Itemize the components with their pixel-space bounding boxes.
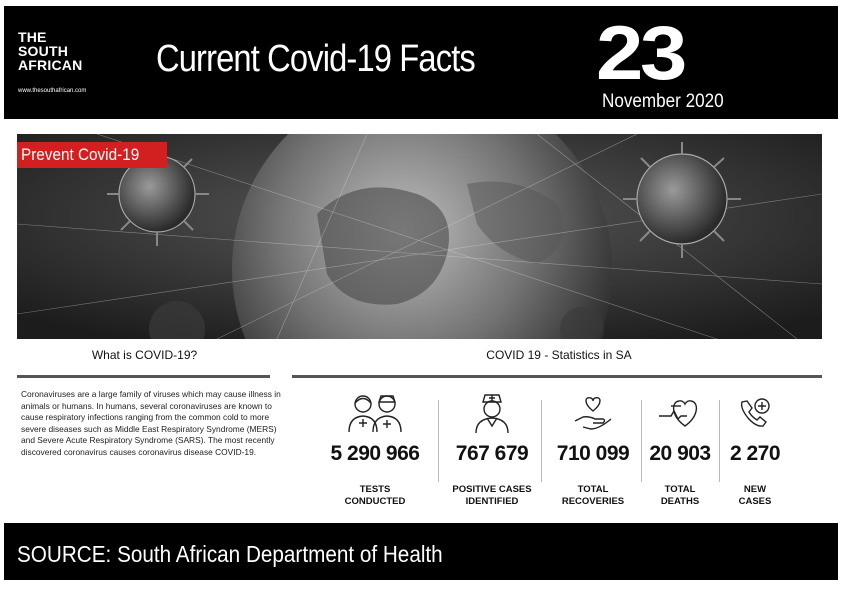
- heart-hand-icon: [547, 391, 639, 435]
- banner-tag: Prevent Covid-19: [17, 142, 167, 168]
- divider: [292, 375, 822, 378]
- stat-value: 5 290 966: [330, 442, 420, 465]
- divider: [438, 400, 439, 482]
- stat-value: 2 270: [729, 442, 781, 465]
- about-heading: What is COVID-19?: [91, 348, 198, 362]
- stat-recoveries: 710 099 TOTAL RECOVERIES: [547, 391, 639, 508]
- footer: SOURCE: South African Department of Heal…: [4, 523, 838, 580]
- stat-label: TESTS CONDUCTED: [344, 484, 406, 507]
- stat-value: 710 099: [556, 442, 630, 465]
- stat-tests: 5 290 966 TESTS CONDUCTED: [320, 391, 430, 508]
- health-workers-icon: [320, 391, 430, 435]
- stats-heading: COVID 19 - Statistics in SA: [486, 348, 632, 362]
- header: THE SOUTH AFRICAN www.thesouthafrican.co…: [4, 6, 838, 119]
- nurse-icon: [442, 391, 542, 435]
- divider: [541, 400, 542, 482]
- source-text: SOURCE: South African Department of Heal…: [17, 541, 443, 567]
- infographic: THE SOUTH AFRICAN www.thesouthafrican.co…: [4, 6, 838, 580]
- virus-left: [107, 144, 209, 246]
- stat-deaths: 20 903 TOTAL DEATHS: [642, 391, 718, 508]
- brand-url: www.thesouthafrican.com: [18, 88, 87, 94]
- about-text: Coronaviruses are a large family of viru…: [21, 389, 281, 457]
- stat-label: TOTAL RECOVERIES: [561, 484, 625, 507]
- stat-new-cases: 2 270 NEW CASES: [720, 391, 790, 508]
- stat-label: TOTAL DEATHS: [660, 484, 700, 507]
- stat-label: POSITIVE CASES IDENTIFIED: [452, 484, 532, 507]
- date-day: 23: [596, 11, 687, 96]
- divider: [641, 400, 642, 482]
- brand-logo: THE SOUTH AFRICAN: [18, 29, 83, 73]
- stat-value: 20 903: [649, 442, 711, 465]
- divider: [719, 400, 720, 482]
- stat-value: 767 679: [455, 442, 529, 465]
- stat-label: NEW CASES: [738, 484, 772, 507]
- heart-minus-icon: [642, 391, 718, 435]
- banner-image: Prevent Covid-19: [17, 134, 822, 339]
- globe-virus-illustration: [17, 134, 822, 339]
- divider: [17, 375, 270, 378]
- virus-right: [623, 142, 741, 258]
- stat-positive-cases: 767 679 POSITIVE CASES IDENTIFIED: [442, 391, 542, 508]
- date-month-year: November 2020: [602, 91, 724, 112]
- phone-plus-icon: [720, 391, 790, 435]
- page-title: Current Covid-19 Facts: [156, 38, 476, 80]
